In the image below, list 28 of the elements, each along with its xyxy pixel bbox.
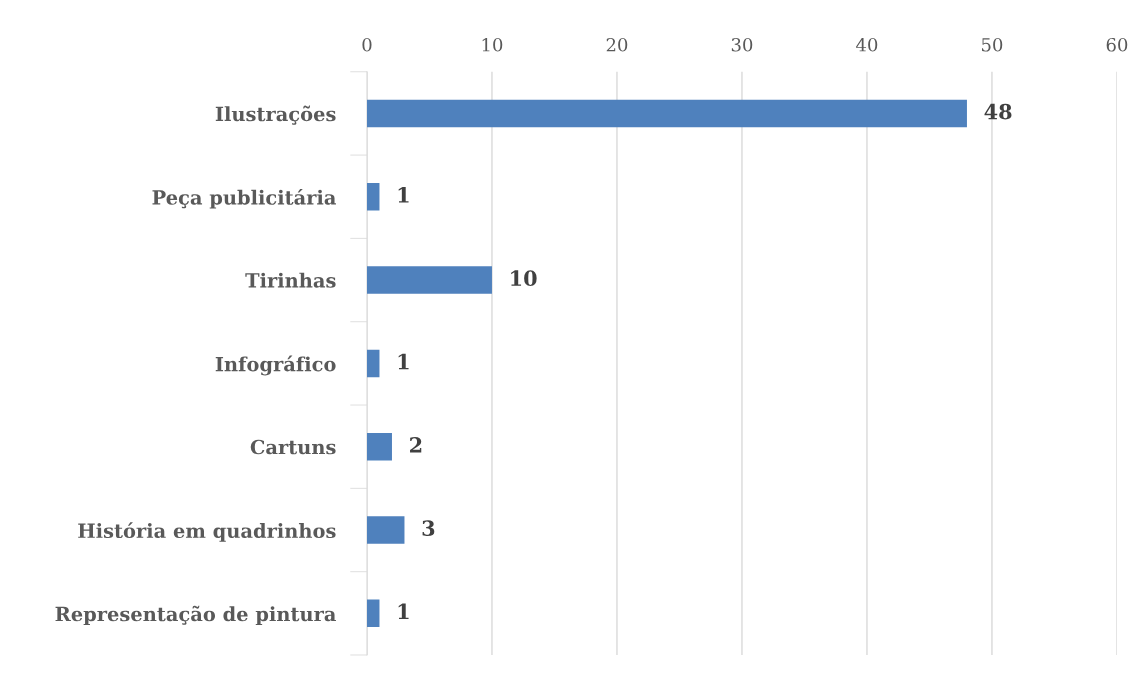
- x-tick-label: 10: [482, 37, 503, 52]
- bar: [366, 182, 380, 211]
- y-tick-label: Cartuns: [250, 439, 336, 455]
- y-tick-label: História em quadrinhos: [78, 522, 336, 542]
- bar: [366, 266, 492, 294]
- data-label: 48: [984, 103, 1012, 120]
- data-label: 3: [422, 520, 435, 537]
- data-label: 1: [398, 603, 409, 620]
- y-tick-label: Representação de pintura: [55, 605, 336, 626]
- x-tick-label: 30: [731, 37, 753, 52]
- y-tick-label: Peça publicitária: [152, 188, 336, 209]
- data-label: 10: [511, 270, 537, 287]
- x-tick-label: 0: [362, 37, 372, 52]
- data-label: 1: [398, 353, 409, 370]
- data-label: 1: [398, 187, 409, 203]
- bar: [366, 99, 967, 128]
- y-tick-label: Tirinhas: [245, 272, 336, 288]
- bar: [366, 599, 380, 628]
- bar: [366, 516, 405, 544]
- x-tick-label: 50: [982, 37, 1003, 52]
- data-label: 2: [410, 436, 422, 453]
- x-tick-label: 20: [606, 37, 628, 52]
- x-tick-label: 60: [1106, 37, 1128, 52]
- y-tick-label: Ilustrações: [215, 105, 336, 125]
- x-tick-label: 40: [856, 37, 878, 52]
- y-tick-label: Infográfico: [215, 355, 336, 376]
- bar: [366, 349, 380, 378]
- bar: [366, 432, 392, 461]
